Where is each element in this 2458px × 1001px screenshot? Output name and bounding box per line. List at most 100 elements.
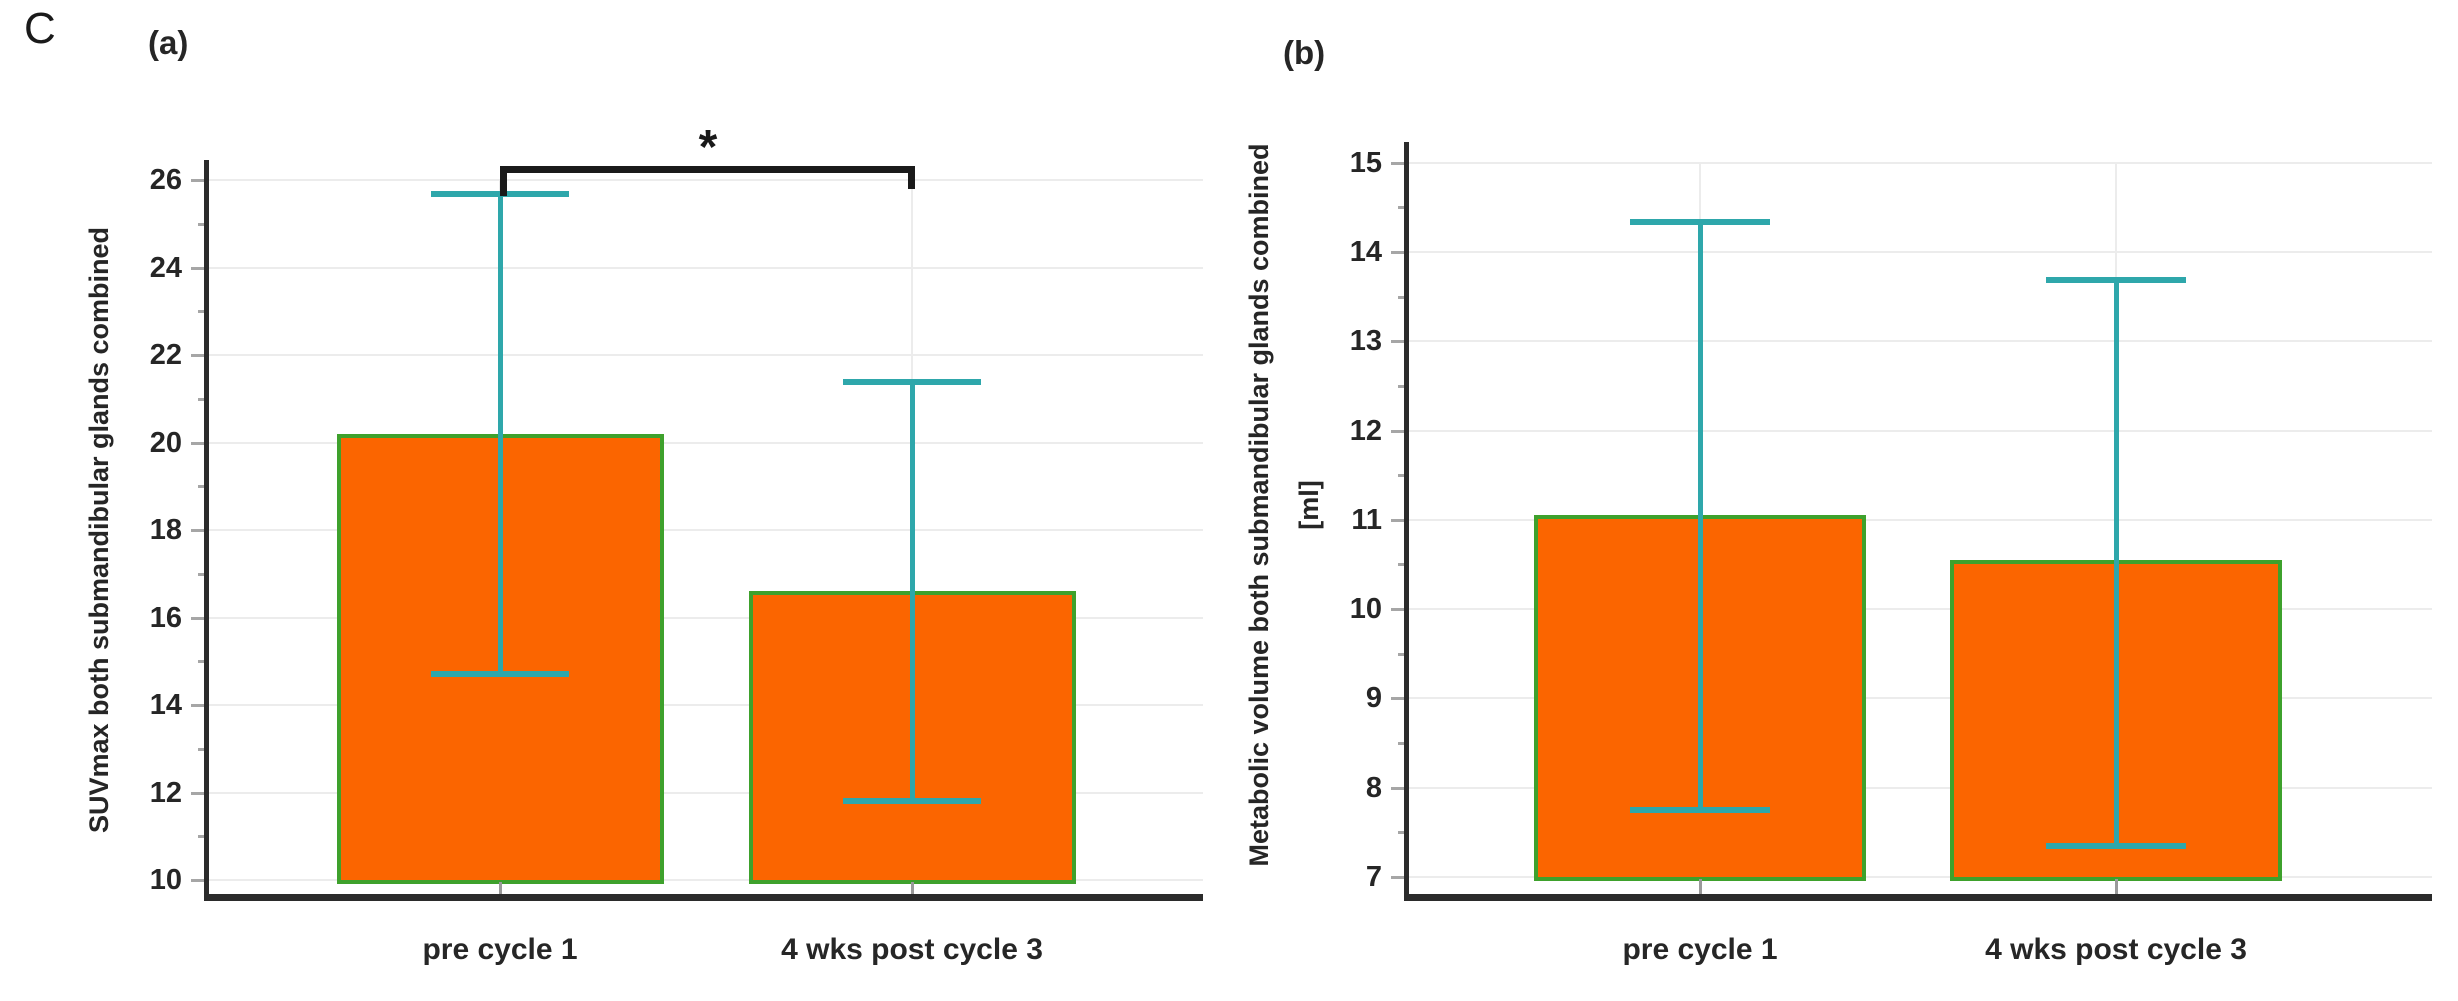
error-bar-line	[910, 381, 915, 802]
y-major-tick	[191, 791, 205, 795]
y-tick-label: 10	[1349, 593, 1382, 626]
y-axis-label-b: Metabolic volume both submandibular glan…	[1244, 143, 1274, 867]
y-major-tick	[191, 529, 205, 532]
x-axis-line	[1404, 894, 2432, 901]
significance-asterisk: *	[698, 121, 718, 174]
y-major-tick	[191, 704, 205, 707]
y-minor-tick	[1398, 384, 1405, 388]
y-tick-label: 26	[149, 164, 182, 196]
y-axis-line	[204, 160, 209, 901]
y-tick-label: 22	[149, 339, 182, 371]
error-bar-cap-top	[2046, 276, 2186, 283]
x-category-label: 4 wks post cycle 3	[781, 933, 1043, 966]
y-major-tick	[1391, 608, 1405, 612]
y-major-tick	[191, 354, 205, 357]
y-major-tick	[1391, 518, 1405, 522]
y-minor-tick	[198, 310, 205, 314]
y-major-tick	[1391, 429, 1405, 433]
y-major-tick	[1391, 876, 1405, 879]
significance-bracket-right	[908, 166, 915, 189]
x-category-label: 4 wks post cycle 3	[1985, 933, 2247, 966]
y-gridline	[207, 179, 1203, 181]
y-gridline	[1407, 608, 2432, 611]
y-minor-tick	[198, 572, 205, 576]
y-axis-line	[1404, 142, 1409, 901]
error-bar-cap-top	[1630, 218, 1770, 225]
y-minor-tick	[1398, 295, 1405, 299]
y-major-tick	[1391, 786, 1405, 790]
panel-tag-b: (b)	[1283, 34, 1326, 71]
y-gridline	[1407, 250, 2432, 253]
x-category-label: pre cycle 1	[422, 933, 578, 966]
y-tick-label: 7	[1365, 861, 1382, 893]
y-tick-label: 12	[149, 776, 182, 809]
x-tick	[499, 882, 502, 901]
error-bar-line	[2114, 278, 2119, 846]
x-tick	[1699, 879, 1702, 901]
x-category-label: pre cycle 1	[1622, 933, 1778, 966]
y-major-tick	[1391, 161, 1405, 165]
y-gridline	[207, 879, 1203, 881]
y-tick-label: 10	[149, 864, 182, 896]
y-minor-tick	[1398, 652, 1405, 656]
y-major-tick	[191, 266, 205, 270]
y-minor-tick	[198, 485, 205, 489]
y-major-tick	[1391, 340, 1405, 344]
y-gridline	[1407, 161, 2432, 164]
y-gridline	[1407, 876, 2432, 878]
y-tick-label: 11	[1351, 503, 1382, 536]
y-gridline	[207, 791, 1203, 794]
y-gridline	[207, 441, 1203, 444]
figure-label-c: C	[24, 4, 56, 53]
y-gridline	[1407, 786, 2432, 789]
y-major-tick	[191, 179, 205, 182]
x-tick	[911, 882, 914, 901]
y-major-tick	[1391, 697, 1405, 701]
y-gridline	[207, 354, 1203, 356]
y-tick-label: 9	[1365, 682, 1382, 715]
y-gridline	[1407, 340, 2432, 343]
y-gridline	[1407, 518, 2432, 521]
y-minor-tick	[1398, 206, 1405, 210]
error-bar-line	[1698, 220, 1703, 811]
significance-bracket-top	[500, 166, 915, 173]
y-gridline	[1407, 697, 2432, 700]
y-gridline	[207, 616, 1203, 619]
error-bar-cap-bottom	[843, 798, 981, 805]
error-bar-line	[498, 193, 503, 675]
error-bar-cap-bottom	[1630, 807, 1770, 814]
panel-tag-a: (a)	[148, 24, 189, 61]
y-minor-tick	[1398, 563, 1405, 567]
y-tick-label: 13	[1349, 325, 1382, 358]
y-gridline	[207, 529, 1203, 531]
y-tick-label: 8	[1365, 771, 1382, 804]
y-tick-label: 24	[149, 251, 182, 284]
y-gridline	[207, 266, 1203, 269]
y-gridline	[207, 704, 1203, 706]
y-gridline	[1407, 429, 2432, 432]
y-minor-tick	[1398, 742, 1405, 746]
x-axis-line	[204, 894, 1203, 901]
x-tick	[2115, 879, 2118, 901]
error-bar-cap-bottom	[431, 671, 569, 678]
y-tick-label: 12	[1349, 414, 1382, 447]
y-minor-tick	[198, 660, 205, 664]
y-tick-label: 14	[149, 689, 182, 721]
y-minor-tick	[198, 747, 205, 751]
y-minor-tick	[1398, 474, 1405, 478]
y-minor-tick	[198, 397, 205, 401]
y-minor-tick	[1398, 831, 1405, 835]
y-tick-label: 20	[149, 426, 182, 459]
error-bar-cap-bottom	[2046, 842, 2186, 849]
y-tick-label: 16	[149, 601, 182, 634]
significance-bracket-left	[500, 166, 507, 196]
y-major-tick	[191, 879, 205, 882]
y-tick-label: 14	[1349, 235, 1382, 268]
y-tick-label: 15	[1349, 146, 1382, 179]
y-tick-label: 18	[149, 514, 182, 546]
y-major-tick	[1391, 250, 1405, 254]
y-major-tick	[191, 441, 205, 445]
error-bar-cap-top	[843, 379, 981, 386]
y-major-tick	[191, 616, 205, 620]
